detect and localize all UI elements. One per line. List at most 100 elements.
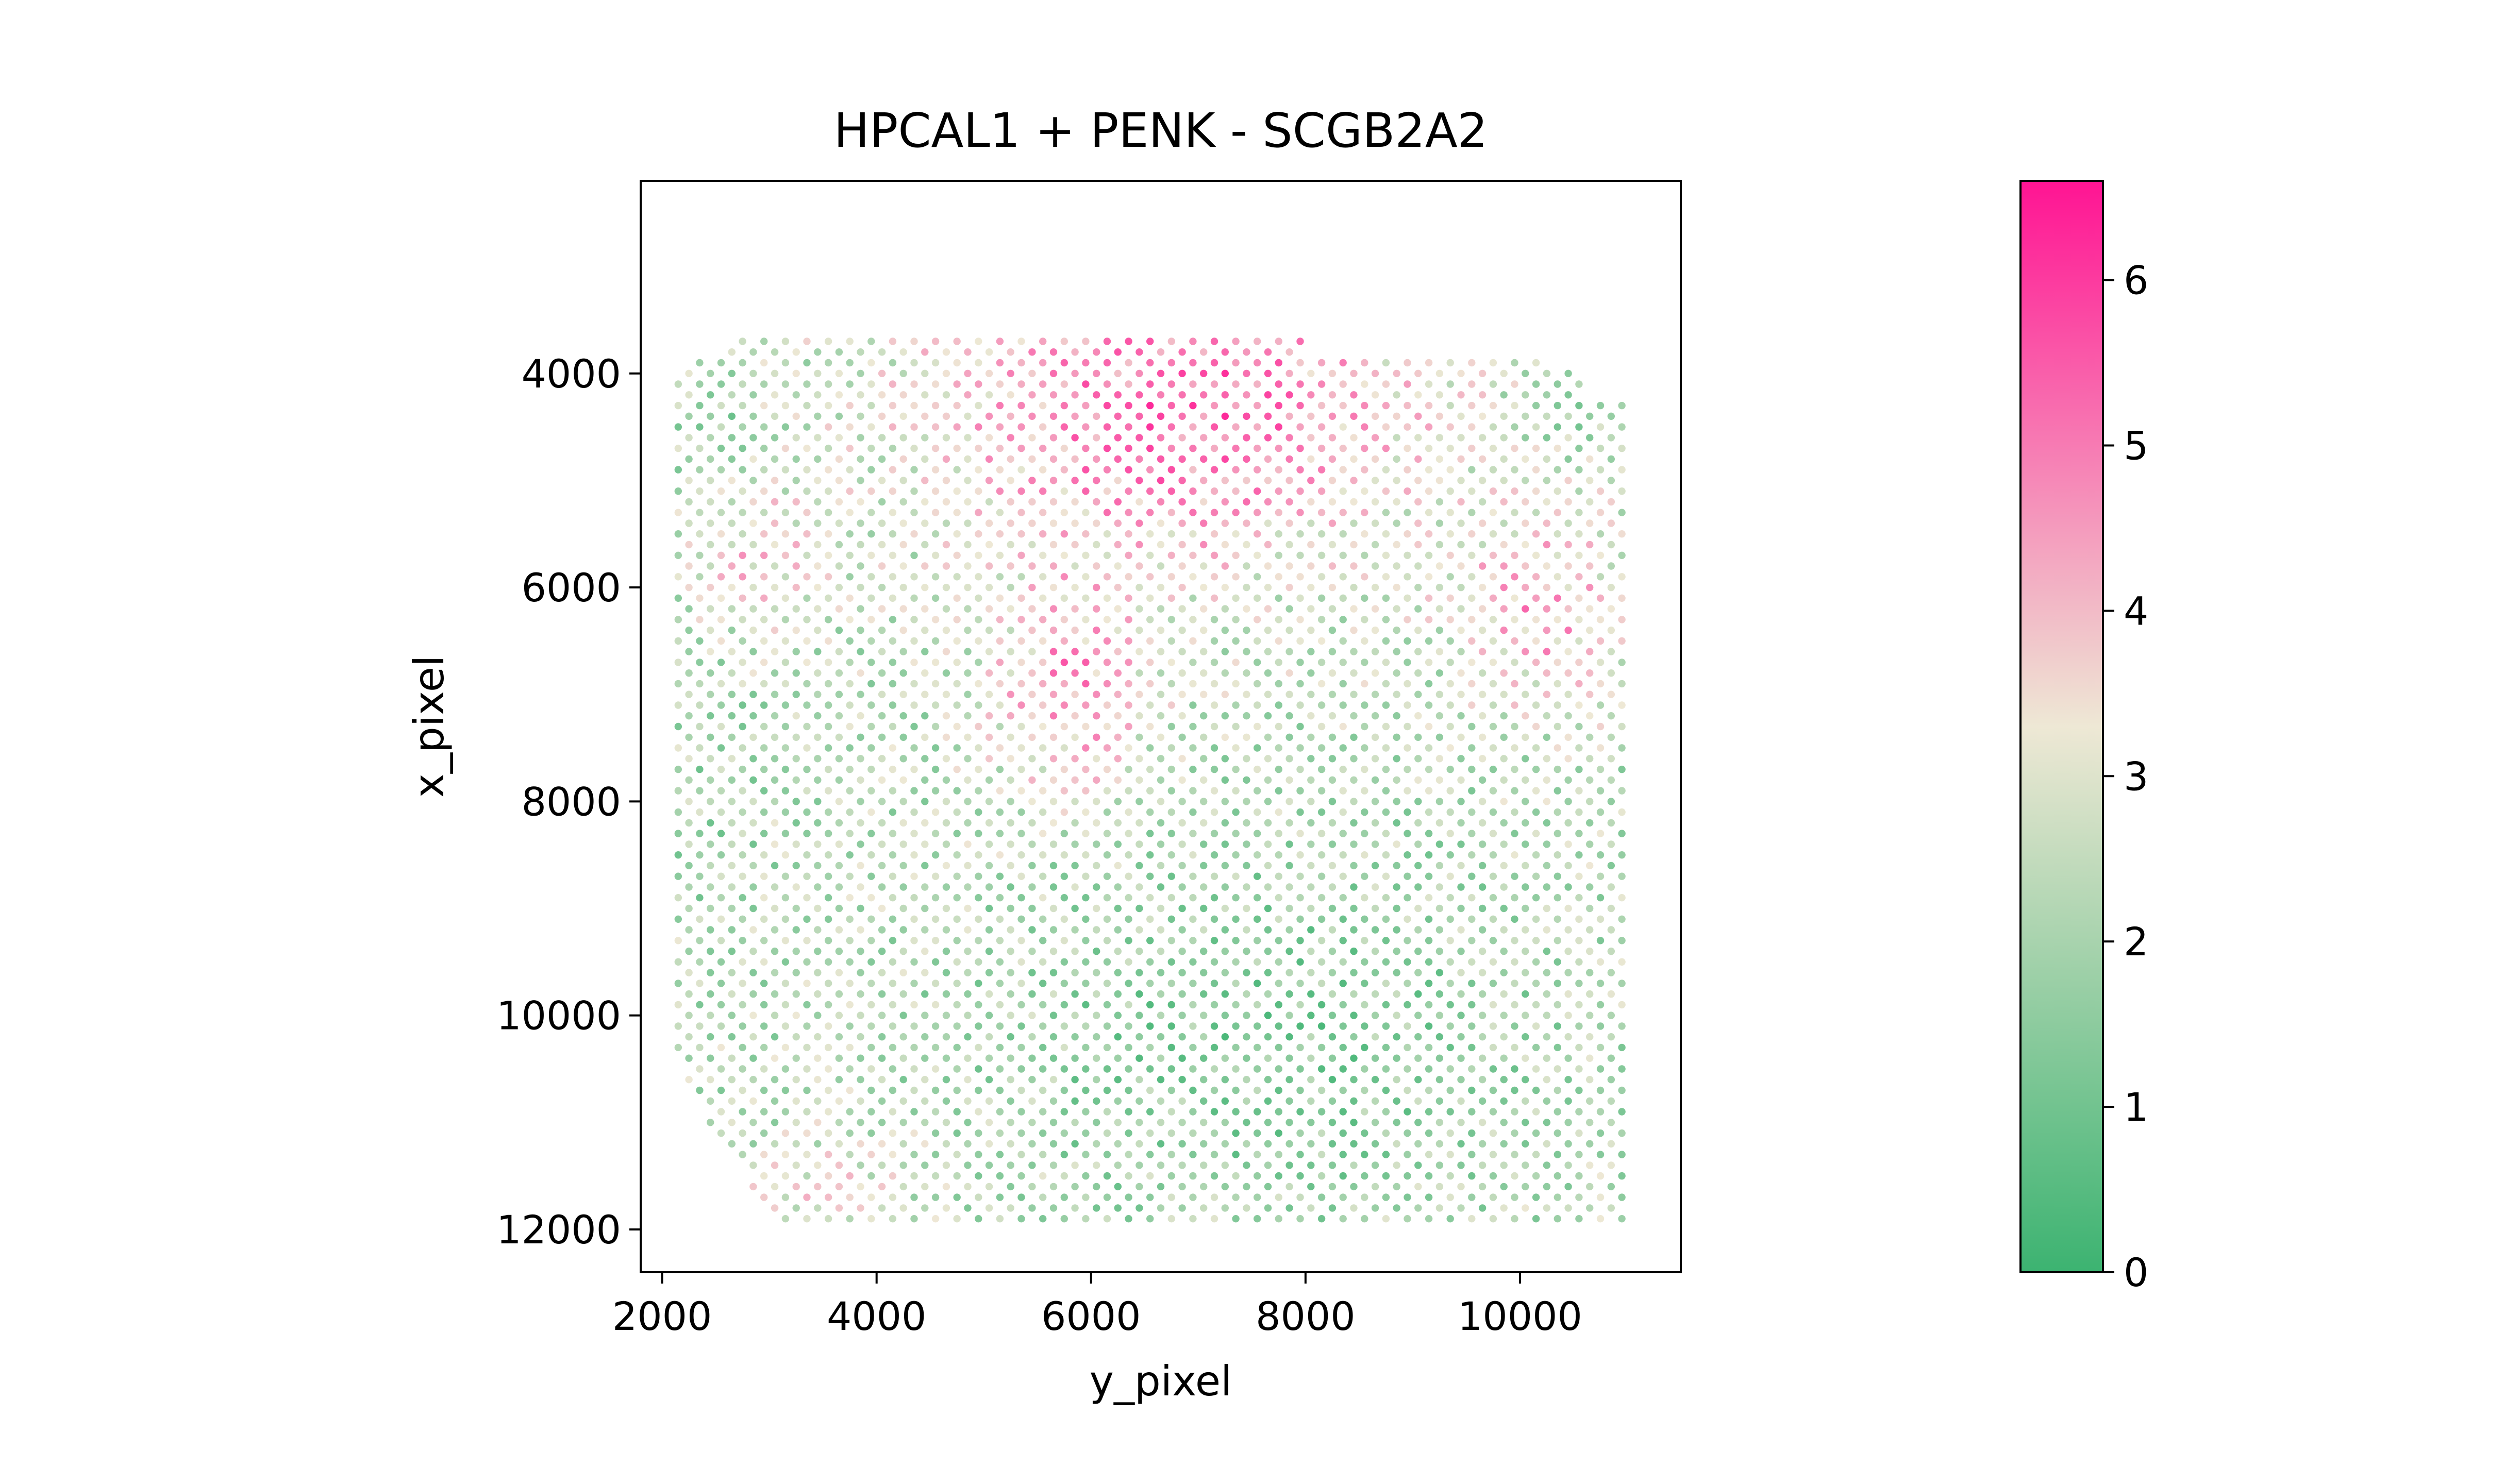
spot-point (975, 423, 982, 431)
spot-point (1264, 733, 1272, 741)
spot-point (1254, 444, 1261, 452)
spot-point (1404, 1215, 1411, 1223)
spot-point (739, 808, 746, 816)
spot-point (1157, 1054, 1165, 1062)
spot-point (1082, 680, 1090, 688)
spot-point (1404, 487, 1411, 495)
spot-point (1350, 990, 1358, 998)
spot-point (1317, 701, 1326, 709)
spot-point (1049, 605, 1058, 613)
spot-point (1275, 1043, 1282, 1052)
spot-point (1039, 423, 1047, 431)
spot-point (814, 926, 822, 934)
spot-point (1071, 391, 1079, 399)
spot-point (1178, 1183, 1186, 1191)
spot-point (717, 466, 725, 474)
spot-point (685, 498, 693, 506)
spot-point (1157, 755, 1165, 763)
spot-point (1178, 412, 1186, 420)
spot-point (942, 455, 950, 463)
spot-point (1093, 648, 1100, 655)
spot-point (1049, 798, 1058, 805)
spot-point (985, 1140, 993, 1148)
spot-point (1157, 819, 1165, 827)
spot-point (1307, 1097, 1315, 1105)
spot-point (1532, 1215, 1540, 1223)
spot-point (910, 338, 918, 345)
spot-point (1339, 1129, 1347, 1137)
spot-point (707, 776, 714, 784)
spot-point (953, 701, 961, 709)
spot-point (707, 583, 714, 592)
spot-point (781, 744, 790, 752)
spot-point (985, 926, 993, 934)
spot-point (1414, 1140, 1422, 1148)
spot-point (760, 1193, 768, 1201)
spot-point (1243, 455, 1250, 463)
spot-point (1017, 894, 1025, 902)
spot-point (1178, 1011, 1186, 1019)
spot-point (1457, 1140, 1465, 1148)
spot-point (1339, 808, 1347, 816)
spot-point (867, 338, 875, 345)
spot-point (1103, 380, 1111, 388)
y-axis-label: x_pixel (405, 655, 453, 798)
spot-point (953, 1151, 961, 1158)
spot-point (835, 477, 843, 484)
spot-point (792, 412, 800, 420)
spot-point (878, 776, 886, 784)
spot-point (749, 541, 757, 549)
spot-point (1039, 701, 1047, 709)
spot-point (1317, 530, 1326, 538)
spot-point (953, 915, 961, 923)
spot-point (1554, 744, 1561, 752)
spot-point (1478, 690, 1487, 698)
spot-point (1522, 840, 1529, 848)
spot-point (931, 1129, 940, 1137)
spot-point (1210, 701, 1218, 709)
spot-point (1317, 444, 1326, 452)
spot-point (1285, 541, 1293, 549)
spot-point (1457, 1204, 1465, 1212)
spot-point (1511, 573, 1518, 581)
spot-point (1093, 626, 1100, 634)
spot-point (1446, 894, 1454, 902)
spot-point (1350, 926, 1358, 934)
spot-point (1393, 434, 1400, 442)
spot-point (921, 1054, 929, 1062)
spot-point (685, 605, 693, 613)
spot-point (1543, 1183, 1551, 1191)
spot-point (1167, 1172, 1175, 1180)
spot-point (1210, 787, 1218, 795)
spot-point (1361, 637, 1368, 645)
spot-point (1468, 1151, 1476, 1158)
spot-point (975, 466, 982, 474)
spot-point (1596, 594, 1605, 602)
spot-point (889, 915, 897, 923)
spot-point (1017, 1215, 1025, 1223)
spot-point (1017, 787, 1025, 795)
spot-point (931, 530, 940, 538)
spot-point (1264, 755, 1272, 763)
spot-point (857, 862, 864, 870)
spot-point (1618, 594, 1626, 602)
spot-point (931, 423, 940, 431)
spot-point (674, 894, 682, 902)
spot-point (1285, 477, 1293, 484)
spot-point (1060, 530, 1068, 538)
spot-point (996, 659, 1004, 666)
spot-point (1060, 958, 1068, 966)
spot-point (814, 690, 822, 698)
spot-point (1114, 1097, 1122, 1105)
spot-point (1371, 455, 1379, 463)
spot-point (1103, 1129, 1111, 1137)
spot-point (1103, 466, 1111, 474)
spot-point (1596, 423, 1605, 431)
spot-point (1596, 894, 1605, 902)
spot-point (1511, 894, 1518, 902)
spot-point (1511, 637, 1518, 645)
spot-point (1393, 626, 1400, 634)
spot-point (899, 690, 907, 698)
spot-point (835, 519, 843, 527)
spot-point (1017, 701, 1025, 709)
